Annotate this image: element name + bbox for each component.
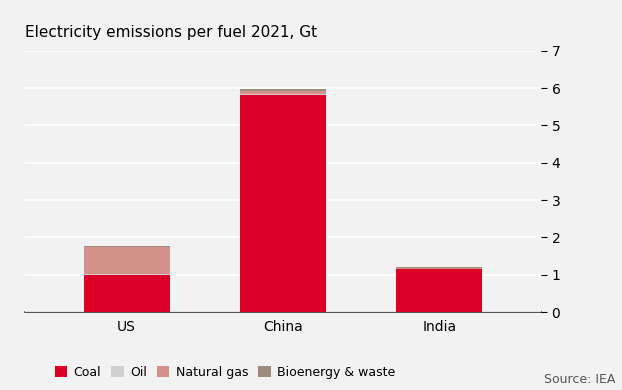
Bar [83,247,170,274]
Bar [396,267,483,268]
Bar [396,268,483,269]
Bar [240,95,326,312]
Bar [240,94,326,95]
Text: Source: IEA: Source: IEA [544,373,616,386]
Bar [83,246,170,247]
Bar [240,89,326,91]
Bar [83,275,170,312]
Text: Electricity emissions per fuel 2021, Gt: Electricity emissions per fuel 2021, Gt [25,25,317,40]
Bar [240,91,326,94]
Legend: Coal, Oil, Natural gas, Bioenergy & waste: Coal, Oil, Natural gas, Bioenergy & wast… [50,361,400,384]
Bar [396,269,483,312]
